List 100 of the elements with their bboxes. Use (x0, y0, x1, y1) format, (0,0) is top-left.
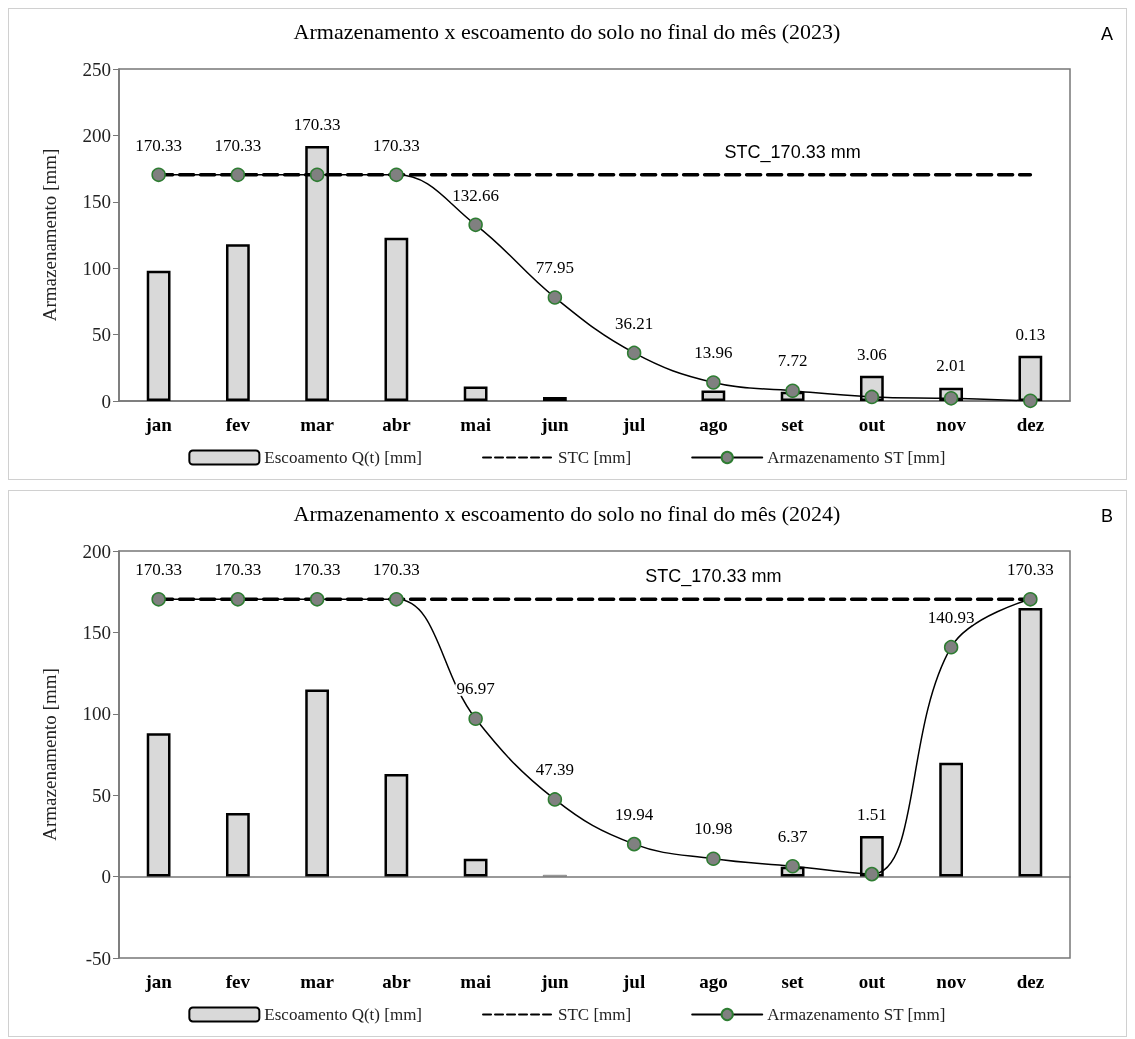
data-label: 1.51 (857, 804, 887, 824)
point (389, 167, 404, 183)
x-tick-label: dez (1016, 971, 1045, 992)
data-label: 170.33 (293, 560, 341, 580)
data-label: 10.98 (694, 819, 733, 839)
point (1023, 592, 1038, 607)
y-tick-label: 0 (101, 866, 111, 888)
x-tick-label: out (858, 414, 886, 435)
x-tick-label: mar (300, 971, 335, 992)
bar (463, 858, 488, 877)
y-tick-label: 250 (82, 58, 111, 80)
data-label: 170.33 (293, 114, 341, 134)
x-tick-label: ago (699, 414, 728, 435)
x-tick-label: nov (936, 414, 967, 435)
bar (384, 237, 409, 401)
x-tick-label: jun (540, 971, 570, 992)
x-tick-label: jan (144, 971, 173, 992)
bar (939, 762, 964, 877)
x-tick-label: jul (622, 971, 646, 992)
legend-label: STC [mm] (558, 448, 632, 467)
point (151, 167, 166, 183)
data-label: 96.97 (456, 679, 496, 699)
point (864, 389, 880, 405)
data-label: 170.33 (135, 135, 182, 155)
data-label: 170.33 (373, 560, 420, 580)
data-label: 36.21 (615, 313, 654, 333)
point (547, 792, 563, 807)
bar (1018, 607, 1043, 877)
point (626, 345, 642, 361)
data-label: 170.33 (373, 135, 420, 155)
y-tick-label: 0 (101, 390, 111, 412)
y-tick-label: 100 (82, 703, 111, 725)
y-axis-title: Armazenamento [mm] (39, 668, 60, 841)
point (468, 217, 483, 233)
point (309, 167, 325, 183)
y-tick-label: 200 (82, 124, 111, 146)
y-tick-label: 200 (82, 540, 111, 562)
bar (701, 390, 726, 401)
point (230, 167, 246, 183)
bar (225, 244, 250, 401)
x-tick-label: jan (144, 414, 173, 435)
data-label: 170.33 (1007, 560, 1054, 580)
x-tick-label: mar (300, 414, 335, 435)
data-label: 19.94 (615, 804, 654, 824)
legend-label: Escoamento Q(t) [mm] (264, 448, 423, 467)
legend-label: STC [mm] (558, 1005, 632, 1024)
data-label: 13.96 (694, 343, 733, 363)
data-label: 170.33 (214, 135, 262, 155)
data-label: 132.66 (452, 185, 499, 205)
y-tick-label: 150 (82, 191, 111, 213)
x-tick-label: set (781, 414, 805, 435)
data-label: 77.95 (535, 258, 574, 278)
chart-title: Armazenamento x escoamento do solo no final do mês (2024) (293, 500, 841, 526)
data-label: 2.01 (936, 356, 966, 376)
bar (146, 270, 171, 401)
point (943, 391, 959, 406)
point (151, 592, 166, 607)
data-label: 6.37 (777, 826, 808, 846)
x-tick-label: mai (460, 971, 491, 992)
bar (463, 386, 488, 401)
data-label: 170.33 (135, 560, 182, 580)
data-label: 7.72 (777, 351, 808, 371)
data-label: 0.13 (1015, 324, 1046, 344)
point (785, 858, 800, 874)
x-tick-label: fev (225, 414, 251, 435)
x-tick-label: fev (225, 971, 251, 992)
annotation: STC_170.33 mm (645, 566, 782, 588)
bar (384, 774, 409, 877)
legend-label: Escoamento Q(t) [mm] (264, 1005, 423, 1024)
x-tick-label: out (858, 971, 886, 992)
x-tick-label: dez (1016, 414, 1045, 435)
y-tick-label: 150 (82, 621, 111, 643)
y-tick-label: 50 (92, 324, 111, 346)
point (547, 290, 563, 305)
point (468, 711, 483, 726)
y-tick-label: 100 (82, 257, 111, 279)
chart-title: Armazenamento x escoamento do solo no final do mês (2023) (293, 18, 841, 44)
legend-label: Armazenamento ST [mm] (767, 448, 946, 467)
x-tick-label: set (781, 971, 805, 992)
y-tick-label: -50 (85, 947, 111, 969)
y-tick-label: 50 (92, 784, 111, 806)
data-label: 47.39 (535, 760, 574, 780)
data-label: 170.33 (214, 560, 262, 580)
data-label: 140.93 (927, 607, 975, 627)
x-tick-label: jun (540, 414, 570, 435)
bar (225, 813, 250, 877)
point (230, 592, 246, 607)
x-tick-label: abr (382, 971, 412, 992)
legend-label: Armazenamento ST [mm] (767, 1005, 946, 1024)
point (943, 639, 959, 655)
point (309, 592, 325, 607)
point (864, 866, 880, 882)
bar (305, 689, 330, 877)
x-tick-label: mai (460, 414, 491, 435)
point (1023, 393, 1038, 409)
point (785, 383, 800, 398)
x-tick-label: jul (622, 414, 646, 435)
point (389, 592, 404, 607)
x-tick-label: abr (382, 414, 412, 435)
data-label: 3.06 (857, 344, 887, 364)
